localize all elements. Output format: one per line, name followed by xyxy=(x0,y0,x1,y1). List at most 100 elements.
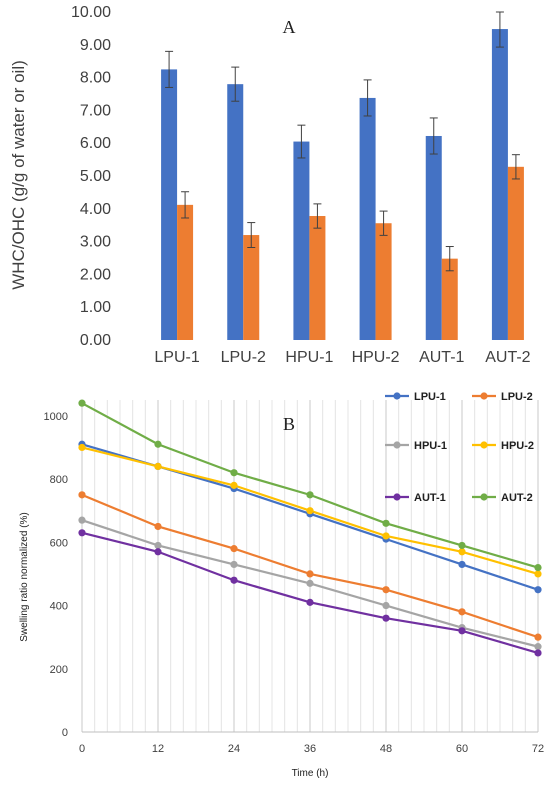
panel-a-y-tick-label: 6.00 xyxy=(80,135,111,152)
panel-a-y-tick-label: 8.00 xyxy=(80,70,111,87)
panel-b-data-point xyxy=(230,560,238,569)
panel-b-data-point xyxy=(78,491,86,499)
panel-a-category-label: LPU-2 xyxy=(221,349,266,366)
panel-b-chart: 0 200 400 600 800 1000 0 12 24 36 48 60 72 B Time (… xyxy=(19,391,544,779)
panel-b-legend-marker xyxy=(480,493,488,501)
panel-b-data-point xyxy=(534,586,542,594)
panel-b-data-point xyxy=(154,548,162,556)
panel-a-y-tick-label: 9.00 xyxy=(80,37,111,54)
panel-a-bar xyxy=(177,204,194,340)
panel-b-data-point xyxy=(306,598,314,606)
panel-b-legend-label: HPU-1 xyxy=(414,440,447,452)
panel-b-label: B xyxy=(283,414,295,434)
panel-b-data-point xyxy=(534,643,542,651)
panel-a-category-label: HPU-1 xyxy=(285,349,333,366)
panel-b-legend: LPU-1 LPU-2 HPU-1 HPU-2 AUT-1 AUT-2 xyxy=(385,391,534,504)
panel-b-data-point xyxy=(78,529,86,537)
panel-b-data-point xyxy=(78,516,86,524)
panel-b-data-point xyxy=(230,469,238,477)
panel-b-data-point xyxy=(78,399,86,407)
panel-a-category-label: LPU-1 xyxy=(154,349,199,366)
panel-b-legend-label: HPU-2 xyxy=(501,440,534,452)
panel-a-y-tick-label: 10.00 xyxy=(71,4,111,21)
panel-b-data-point xyxy=(154,522,162,531)
panel-a-y-tick-label: 4.00 xyxy=(80,201,111,218)
panel-a-category-label: AUT-2 xyxy=(485,349,530,366)
panel-a-bar xyxy=(507,166,524,340)
panel-b-y-tick-label: 1000 xyxy=(44,411,68,423)
panel-b-x-ticks: 0 12 24 36 48 60 72 xyxy=(79,743,544,755)
panel-b-data-point xyxy=(78,443,86,452)
panel-b-x-tick-label: 0 xyxy=(79,743,85,755)
panel-b-data-point xyxy=(382,586,390,594)
panel-a-bar xyxy=(293,141,310,340)
panel-b-data-point xyxy=(458,541,466,550)
panel-b-legend-marker xyxy=(393,441,401,449)
panel-a-bar xyxy=(359,97,376,340)
panel-a-bar xyxy=(375,223,392,340)
panel-b-x-tick-label: 60 xyxy=(456,743,468,755)
panel-b-y-tick-label: 0 xyxy=(62,727,68,739)
panel-a-y-tick-label: 1.00 xyxy=(80,299,111,316)
panel-a-bar xyxy=(243,235,260,340)
panel-a-y-tick-label: 5.00 xyxy=(80,168,111,185)
panel-b-legend-marker xyxy=(480,392,488,400)
panel-b-data-point xyxy=(382,532,390,540)
panel-a-y-tick-label: 2.00 xyxy=(80,266,111,283)
panel-b-data-point xyxy=(230,576,238,584)
panel-b-data-point xyxy=(154,541,162,550)
panel-a-category-label: AUT-1 xyxy=(419,349,464,366)
panel-b-x-tick-label: 72 xyxy=(532,743,544,755)
panel-a-category-label: HPU-2 xyxy=(352,349,400,366)
panel-a-bar xyxy=(227,84,244,340)
panel-a-bar xyxy=(309,216,326,340)
panel-b-data-point xyxy=(382,601,390,610)
panel-b-data-point xyxy=(534,570,542,578)
panel-b-data-point xyxy=(306,570,314,578)
panel-a-y-tick-label: 0.00 xyxy=(80,332,111,349)
panel-a-bar xyxy=(425,135,442,340)
panel-b-series-points xyxy=(78,399,542,657)
panel-b-data-point xyxy=(306,507,314,515)
panel-b-data-point xyxy=(382,614,390,622)
panel-b-data-point xyxy=(458,608,466,616)
panel-a-chart: A WHC/OHC (g/g of water or oil) 0.00 1.00… xyxy=(9,4,531,366)
panel-b-data-point xyxy=(534,563,542,572)
panel-a-error-bars xyxy=(165,11,520,272)
panel-b-legend-label: AUT-2 xyxy=(501,492,533,504)
panel-b-y-tick-label: 600 xyxy=(50,537,68,549)
panel-b-data-point xyxy=(306,491,314,499)
panel-b-data-point xyxy=(230,481,238,489)
panel-b-legend-label: LPU-2 xyxy=(501,391,533,403)
panel-a-bar xyxy=(441,258,458,340)
panel-b-data-point xyxy=(458,548,466,556)
panel-b-y-tick-label: 400 xyxy=(50,601,68,613)
panel-b-x-tick-label: 24 xyxy=(228,743,240,755)
panel-b-legend-marker xyxy=(393,493,401,501)
panel-b-data-point xyxy=(534,633,542,641)
panel-a-y-tick-label: 7.00 xyxy=(80,102,111,119)
panel-b-y-tick-label: 800 xyxy=(50,474,68,486)
panel-b-data-point xyxy=(306,579,314,587)
panel-b-data-point xyxy=(534,649,542,657)
panel-a-category-labels: LPU-1 LPU-2 HPU-1 HPU-2 AUT-1 AUT-2 xyxy=(154,349,530,366)
panel-b-legend-marker xyxy=(480,441,488,449)
panel-a-y-ticks: 0.00 1.00 2.00 3.00 4.00 5.00 6.00 7.00 8.00 9.00… xyxy=(71,4,111,349)
panel-a-bar xyxy=(491,29,508,340)
panel-b-y-tick-label: 200 xyxy=(50,664,68,676)
panel-b-data-point xyxy=(458,627,466,635)
panel-b-x-axis-label: Time (h) xyxy=(292,768,329,779)
panel-a-bars xyxy=(161,29,524,341)
panel-a-label: A xyxy=(283,17,296,37)
panel-b-legend-label: LPU-1 xyxy=(414,391,446,403)
panel-a-y-axis-label: WHC/OHC (g/g of water or oil) xyxy=(9,60,28,290)
panel-b-data-point xyxy=(154,440,162,448)
panel-b-data-point xyxy=(458,560,466,569)
panel-b-data-point xyxy=(230,545,238,553)
panel-a-y-tick-label: 3.00 xyxy=(80,234,111,251)
panel-a-bar xyxy=(161,69,178,341)
panel-b-x-tick-label: 36 xyxy=(304,743,316,755)
panel-b-data-point xyxy=(382,519,390,527)
panel-b-legend-label: AUT-1 xyxy=(414,492,446,504)
panel-b-legend-marker xyxy=(393,392,401,400)
